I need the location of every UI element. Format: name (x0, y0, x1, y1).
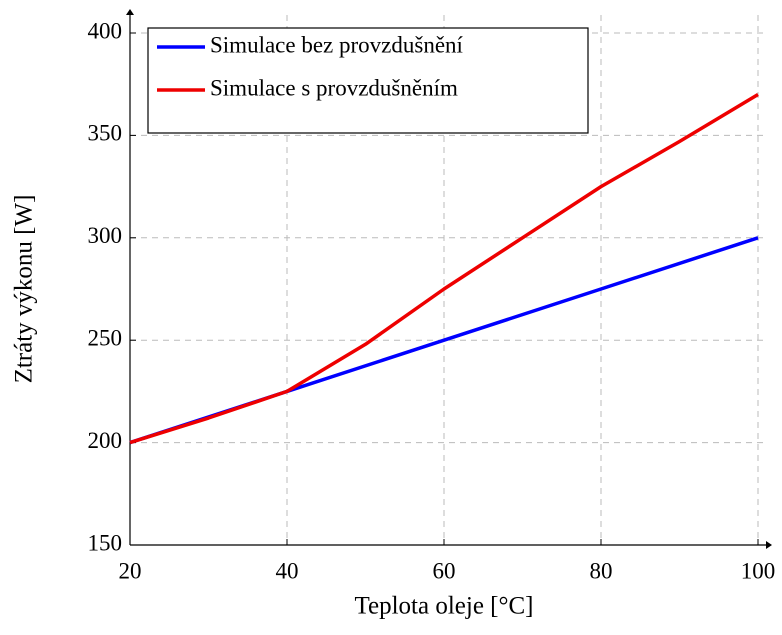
legend-box (147, 27, 589, 134)
y-tick-label: 300 (88, 223, 123, 248)
y-tick-label: 350 (88, 121, 123, 146)
legend-label: Simulace bez provzdušnění (210, 32, 464, 57)
y-tick-label: 150 (88, 530, 123, 555)
y-tick-label: 200 (88, 428, 123, 453)
x-tick-label: 60 (433, 558, 456, 583)
legend-label: Simulace s provzdušněním (210, 75, 458, 100)
data-line (129, 92, 759, 445)
y-axis-arrow (126, 9, 134, 15)
y-tick-label: 250 (88, 325, 123, 350)
x-tick-label: 20 (119, 558, 142, 583)
x-axis-label: Teplota oleje [°C] (354, 593, 533, 620)
x-tick-label: 40 (276, 558, 299, 583)
y-axis-label: Ztráty výkonu [W] (11, 195, 38, 384)
x-tick-label: 100 (741, 558, 776, 583)
x-axis-arrow (766, 541, 772, 549)
x-tick-label: 80 (590, 558, 613, 583)
y-tick-label: 400 (88, 18, 123, 43)
